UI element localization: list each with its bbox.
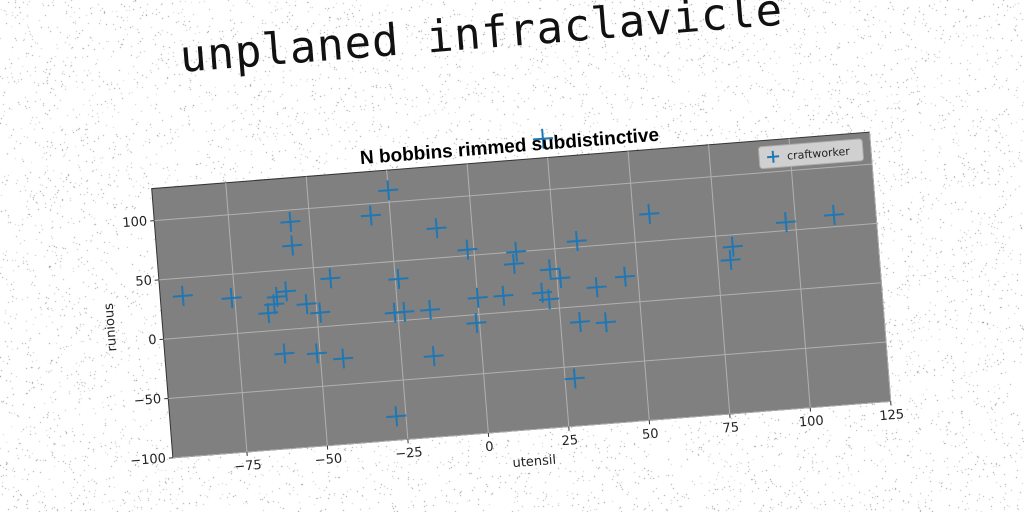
data-point xyxy=(722,236,743,257)
x-axis-label: utensil xyxy=(512,453,557,471)
data-points xyxy=(172,128,844,427)
x-tick-label: 0 xyxy=(485,440,494,456)
x-tick-label: 125 xyxy=(879,407,905,424)
data-point xyxy=(274,343,295,364)
data-point xyxy=(503,253,524,274)
data-point xyxy=(360,205,381,226)
y-tick-label: 0 xyxy=(148,333,157,349)
data-point xyxy=(221,288,242,309)
grid-lines xyxy=(154,132,892,459)
grid-line-y xyxy=(172,400,891,459)
data-point xyxy=(539,289,560,310)
grid-line-y xyxy=(154,163,873,222)
x-tick-label: −25 xyxy=(395,445,424,462)
data-point xyxy=(614,266,636,287)
data-point xyxy=(282,235,303,256)
y-axis-ticks: −100 −50 0 50 100 xyxy=(122,214,173,469)
x-tick-label: −50 xyxy=(314,452,343,469)
data-point xyxy=(310,302,331,323)
data-point xyxy=(276,281,297,302)
data-point xyxy=(466,312,487,333)
x-tick-label: 100 xyxy=(798,414,824,431)
x-tick-label: 75 xyxy=(722,420,740,436)
data-point xyxy=(266,286,287,307)
data-point xyxy=(378,180,399,201)
grid-line-y xyxy=(163,282,882,340)
x-tick-label: 25 xyxy=(561,433,579,449)
data-point xyxy=(457,239,478,260)
data-point xyxy=(539,259,560,280)
data-point xyxy=(532,128,553,149)
y-axis-label: runious xyxy=(102,302,121,352)
y-tick-label: −100 xyxy=(130,451,167,469)
legend-box xyxy=(758,138,864,170)
data-point xyxy=(394,301,415,322)
legend: craftworker xyxy=(758,138,864,170)
grid-line-x xyxy=(547,157,570,427)
x-tick-label: 50 xyxy=(642,427,660,443)
data-point xyxy=(775,212,796,233)
data-point xyxy=(550,268,571,289)
grid-line-x xyxy=(788,138,811,408)
data-point xyxy=(280,211,301,232)
plot-area xyxy=(151,131,892,459)
data-point xyxy=(333,348,354,369)
grid-line-x xyxy=(627,151,650,421)
legend-marker-plus xyxy=(767,150,780,163)
data-point xyxy=(320,268,341,289)
data-point xyxy=(586,277,607,298)
data-point xyxy=(595,312,616,333)
grid-line-x xyxy=(225,182,248,452)
data-point xyxy=(296,294,317,315)
legend-marker xyxy=(767,150,780,163)
grid-line-x xyxy=(868,132,892,402)
data-point xyxy=(493,285,514,306)
grid-line-y xyxy=(168,341,887,399)
grid-line-x xyxy=(708,144,731,414)
y-tick-label: 100 xyxy=(122,214,148,231)
data-point xyxy=(506,241,527,262)
data-point xyxy=(564,368,585,389)
y-tick-label: 50 xyxy=(135,273,153,289)
x-tick-label: −75 xyxy=(234,458,263,475)
data-point xyxy=(306,343,327,364)
data-point xyxy=(420,299,441,320)
data-point xyxy=(386,406,407,427)
data-point xyxy=(639,203,660,224)
data-point xyxy=(569,311,591,332)
data-point xyxy=(566,231,587,252)
grid-line-x xyxy=(386,170,409,440)
data-point xyxy=(823,204,844,225)
data-point xyxy=(423,346,444,367)
data-point xyxy=(172,285,193,306)
data-point xyxy=(720,249,741,271)
x-axis-ticks: −75 −50 −25 0 25 50 75 100 125 xyxy=(234,401,905,475)
data-point xyxy=(467,287,488,308)
y-tick-label: −50 xyxy=(133,392,162,409)
data-point xyxy=(426,218,447,239)
legend-label: craftworker xyxy=(787,145,851,163)
data-point xyxy=(388,268,409,290)
grid-line-x xyxy=(305,176,328,446)
